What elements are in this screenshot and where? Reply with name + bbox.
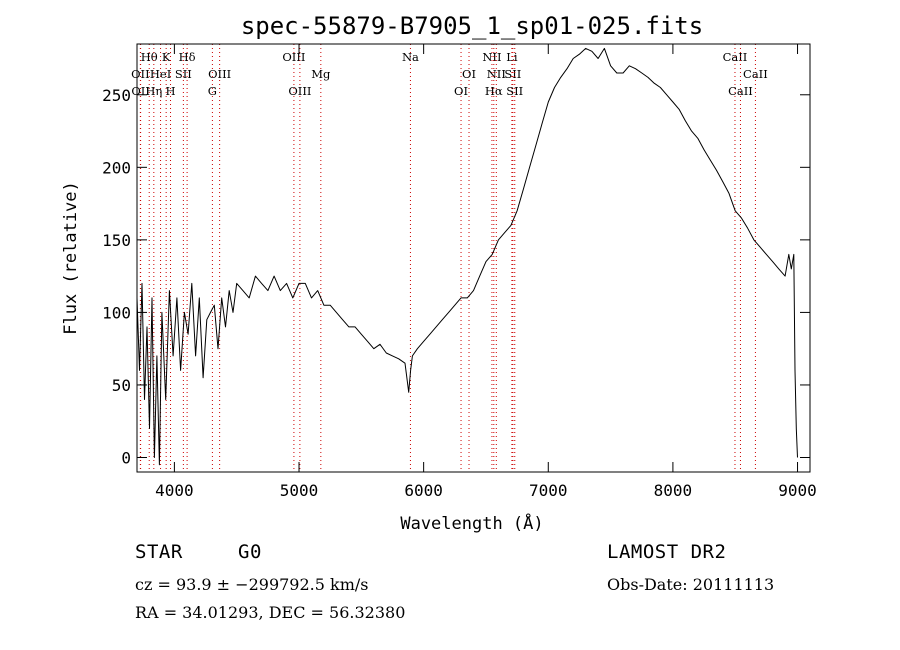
line-marker-label-7: Hη <box>145 84 162 98</box>
y-tick-label-4: 200 <box>102 158 131 177</box>
line-marker-label-17: NII <box>482 50 501 64</box>
spectrum-series <box>136 47 798 466</box>
y-axis-label: Flux (relative) <box>61 181 81 335</box>
line-marker-label-18: Li <box>506 50 518 64</box>
y-tick-label-2: 100 <box>102 303 131 322</box>
y-tick-label-0: 0 <box>121 448 131 467</box>
line-marker-label-21: Hα <box>485 84 503 98</box>
line-marker-label-9: OIII <box>208 67 231 81</box>
line-marker-label-3: OII <box>131 67 150 81</box>
series-line-0 <box>136 47 798 466</box>
line-marker-label-11: OIII <box>282 50 305 64</box>
line-marker-label-4: HeI <box>150 67 171 81</box>
survey-name: LAMOST DR2 <box>607 541 727 563</box>
obs-date: Obs-Date: 20111113 <box>607 575 775 594</box>
line-marker-label-20: SII <box>504 67 521 81</box>
x-tick-label-3: 7000 <box>529 481 568 500</box>
line-marker-label-8: H <box>166 84 176 98</box>
line-marker-label-13: Mg <box>311 67 331 81</box>
x-tick-label-2: 6000 <box>404 481 443 500</box>
line-marker-label-22: SII <box>506 84 523 98</box>
line-marker-label-2: Hδ <box>179 50 196 64</box>
x-tick-label-5: 9000 <box>778 481 817 500</box>
y-tick-label-1: 50 <box>112 376 131 395</box>
line-marker-label-14: Na <box>402 50 419 64</box>
line-marker-label-23: CaII <box>723 50 748 64</box>
x-axis-label: Wavelength (Å) <box>400 512 543 534</box>
y-tick-label-5: 250 <box>102 86 131 105</box>
plot-frame <box>136 43 811 473</box>
x-tick-label-0: 4000 <box>155 481 194 500</box>
subclass: G0 <box>238 541 262 563</box>
redshift-line: cz = 93.9 ± −299792.5 km/s <box>135 575 369 594</box>
line-marker-label-10: G <box>208 84 217 98</box>
line-marker-label-15: OI <box>462 67 476 81</box>
object-class: STAR <box>135 541 183 563</box>
x-tick-label-4: 8000 <box>654 481 693 500</box>
line-marker-label-1: K <box>162 50 171 64</box>
axis-ticks: 4000 5000 6000 7000 8000 9000 0 50 100 150 200 250 <box>102 44 817 500</box>
line-marker-label-16: OI <box>454 84 468 98</box>
chart-title: spec-55879-B7905_1_sp01-025.fits <box>241 12 703 40</box>
coordinates: RA = 34.01293, DEC = 56.32380 <box>135 603 406 622</box>
x-tick-label-1: 5000 <box>280 481 319 500</box>
line-marker-label-25: CaII <box>728 84 753 98</box>
y-tick-label-3: 150 <box>102 231 131 250</box>
line-marker-label-0: Hθ <box>141 50 158 64</box>
line-marker-label-12: OIII <box>288 84 311 98</box>
line-marker-label-5: SII <box>175 67 192 81</box>
line-marker-label-19: NII <box>487 67 506 81</box>
line-marker-label-24: CaII <box>743 67 768 81</box>
